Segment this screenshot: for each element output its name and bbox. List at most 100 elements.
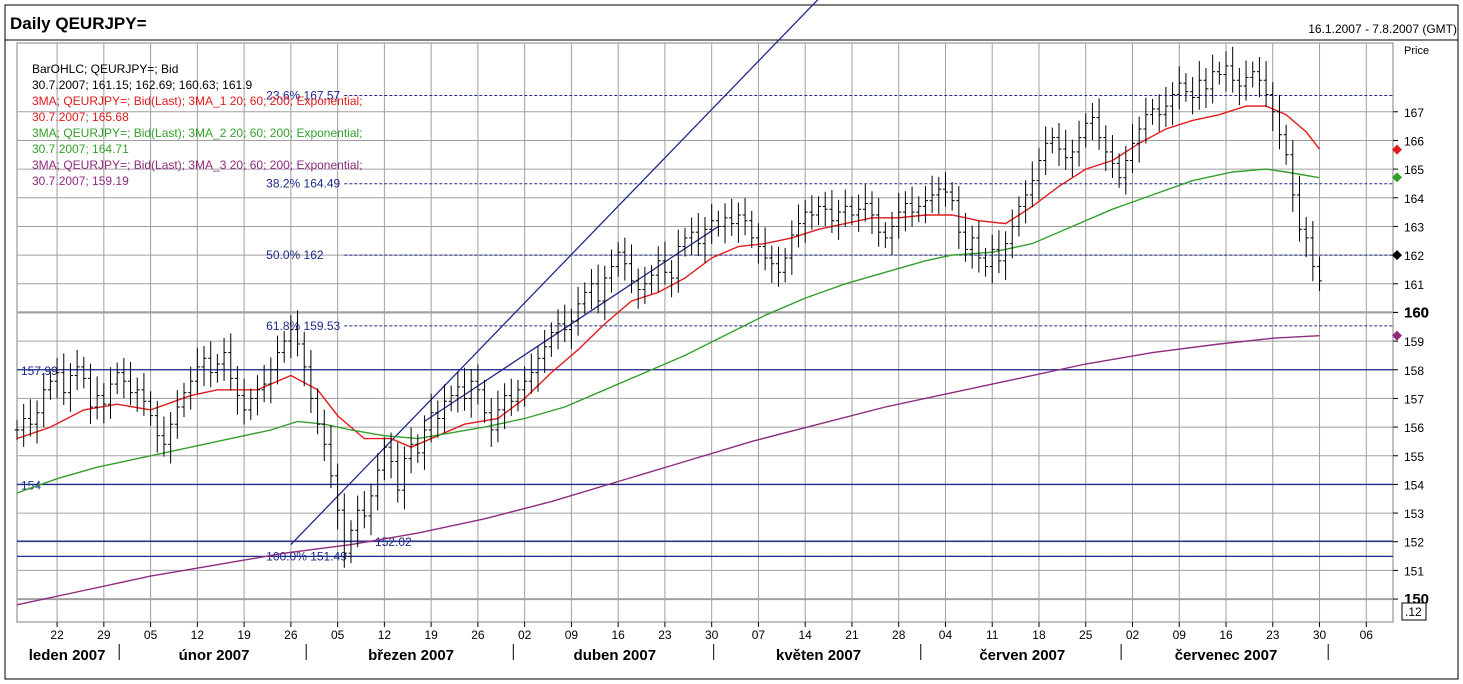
- legend-entry: 3MA; QEURJPY=; Bid(Last); 3MA_2 20; 60; …: [32, 126, 363, 140]
- ohlc-bar: [508, 378, 514, 416]
- ohlc-bar: [67, 363, 73, 412]
- ohlc-bar: [94, 376, 100, 420]
- ohlc-bar: [141, 372, 147, 416]
- x-tick-label: 16: [1219, 628, 1233, 642]
- x-tick-label: 05: [331, 628, 345, 642]
- ohlc-bar: [528, 353, 534, 394]
- ohlc-bar: [228, 333, 234, 391]
- ohlc-bar: [448, 385, 454, 412]
- ohlc-bar: [595, 264, 601, 314]
- y-tick-label: 155: [1404, 450, 1424, 464]
- trend-line: [290, 0, 819, 546]
- legend-entry: 30.7.2007; 161.15; 162.69; 160.63; 161.9: [32, 78, 253, 92]
- ohlc-bar: [388, 432, 394, 479]
- month-label: červen 2007: [979, 647, 1065, 664]
- ohlc-bar: [969, 225, 975, 269]
- y-tick-label: 162: [1404, 249, 1424, 263]
- ohlc-bar: [622, 237, 628, 281]
- ohlc-bar: [54, 358, 60, 399]
- y-tick-label: 161: [1404, 278, 1424, 292]
- ohlc-bar: [1317, 256, 1323, 291]
- ohlc-bar: [1290, 140, 1296, 212]
- ohlc-bar: [1096, 98, 1102, 150]
- ohlc-bar: [221, 337, 227, 381]
- ohlc-bar: [188, 366, 194, 410]
- ohlc-bar: [1049, 127, 1055, 154]
- ohlc-bar: [301, 331, 307, 387]
- x-tick-label: 12: [378, 628, 392, 642]
- ohlc-bar: [1143, 97, 1149, 144]
- ohlc-bar: [702, 216, 708, 263]
- ohlc-bar: [836, 199, 842, 240]
- ohlc-bar: [428, 393, 434, 443]
- ohlc-bar: [1103, 125, 1109, 172]
- ohlc-bar: [1163, 86, 1169, 127]
- ohlc-bar: [956, 186, 962, 250]
- ohlc-bar: [214, 353, 220, 383]
- price-marker: [1392, 250, 1402, 261]
- ohlc-bar: [655, 246, 661, 293]
- y-tick-label: 151: [1404, 564, 1424, 578]
- month-label: červenec 2007: [1175, 647, 1278, 664]
- ohlc-bar: [809, 195, 815, 230]
- ohlc-bar: [869, 191, 875, 235]
- ohlc-bar: [535, 345, 541, 392]
- ohlc-bar: [81, 356, 87, 389]
- ohlc-bar: [488, 398, 494, 447]
- ohlc-bar: [996, 230, 1002, 274]
- ohlc-bar: [61, 353, 67, 406]
- ohlc-bar: [168, 411, 174, 464]
- x-tick-label: 09: [1173, 628, 1187, 642]
- ohlc-bar: [361, 491, 367, 529]
- x-tick-label: 11: [986, 628, 999, 642]
- ohlc-bar: [782, 247, 788, 283]
- y-tick-label: 159: [1404, 335, 1424, 349]
- ohlc-bar: [1069, 139, 1075, 177]
- y-tick-label: 167: [1404, 106, 1424, 120]
- ohlc-bar: [555, 309, 561, 350]
- x-tick-label: 23: [1266, 628, 1280, 642]
- ohlc-bar: [548, 322, 554, 357]
- ohlc-bar: [208, 341, 214, 388]
- ohlc-bar: [475, 364, 481, 405]
- ohlc-bar: [1256, 57, 1262, 98]
- x-tick-label: 12: [191, 628, 205, 642]
- ohlc-bar: [328, 425, 334, 489]
- ohlc-bar: [375, 453, 381, 511]
- x-tick-label: 29: [97, 628, 111, 642]
- ohlc-bar: [896, 192, 902, 239]
- x-tick-label: 25: [1079, 628, 1093, 642]
- ohlc-bar: [949, 182, 955, 211]
- ohlc-bar: [936, 176, 942, 215]
- ohlc-bar: [1029, 161, 1035, 208]
- ohlc-bar: [983, 247, 989, 277]
- legend-entry: BarOHLC; QEURJPY=; Bid: [32, 62, 178, 76]
- ohlc-bar: [421, 415, 427, 470]
- x-tick-label: 16: [611, 628, 625, 642]
- x-tick-label: 19: [237, 628, 251, 642]
- ohlc-bar: [816, 196, 822, 226]
- ohlc-bar: [308, 349, 314, 414]
- ohlc-bar: [802, 199, 808, 243]
- ohlc-bar: [588, 269, 594, 310]
- ohlc-bar: [1263, 61, 1269, 107]
- ohlc-bar: [108, 367, 114, 419]
- ohlc-bar: [1123, 145, 1129, 195]
- y-tick-label: 165: [1404, 163, 1424, 177]
- x-tick-label: 23: [658, 628, 672, 642]
- ohlc-bar: [542, 329, 548, 373]
- ohlc-bar: [882, 222, 888, 248]
- ohlc-bar: [1210, 54, 1216, 104]
- ohlc-bar: [522, 366, 528, 407]
- ohlc-bar: [722, 203, 728, 244]
- month-label: leden 2007: [29, 647, 106, 664]
- ohlc-bar: [575, 286, 581, 336]
- ohlc-bar: [1216, 61, 1222, 85]
- ohlc-bar: [47, 371, 53, 400]
- y-tick-label: 164: [1404, 192, 1424, 206]
- ohlc-bar: [1076, 120, 1082, 167]
- corner-box: [1401, 602, 1427, 621]
- ohlc-bar: [368, 483, 374, 536]
